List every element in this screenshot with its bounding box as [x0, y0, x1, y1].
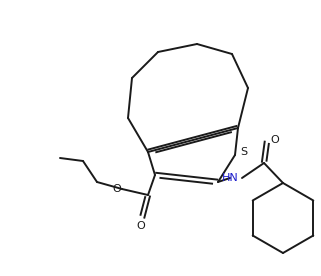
Text: O: O: [270, 135, 279, 145]
Text: O: O: [112, 184, 121, 194]
Text: O: O: [137, 221, 145, 231]
Text: S: S: [240, 147, 247, 157]
Text: HN: HN: [221, 173, 239, 183]
